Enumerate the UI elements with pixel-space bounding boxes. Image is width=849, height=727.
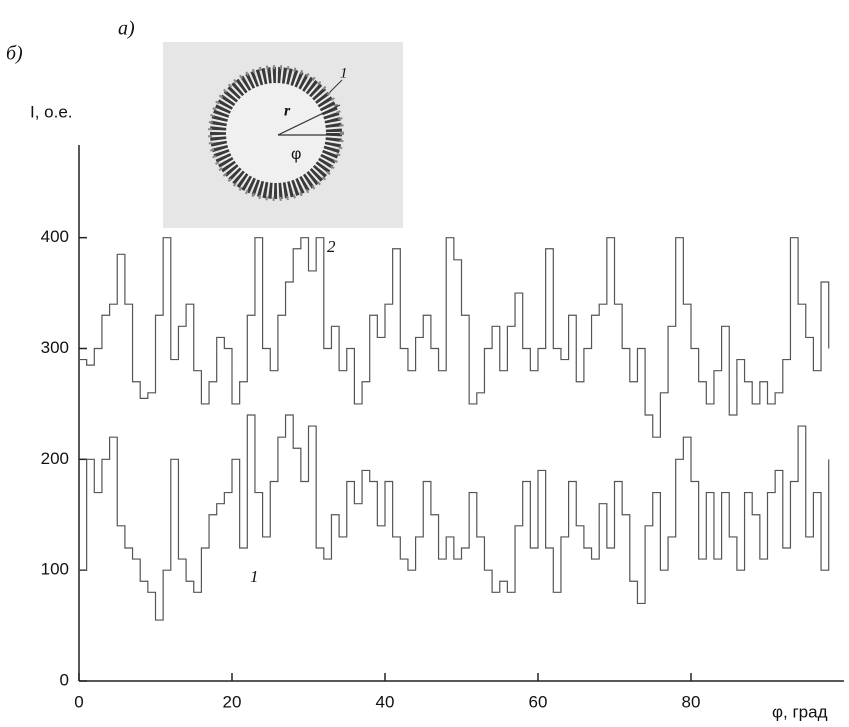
y-axis-label: I, о.е. <box>30 102 73 121</box>
radius-line <box>277 104 341 136</box>
ring-halo <box>208 65 344 201</box>
inset: 1 r φ <box>163 42 403 228</box>
ring <box>210 67 342 199</box>
x-tick-label: 40 <box>376 692 395 711</box>
series-line <box>79 237 830 438</box>
curve-label: 1 <box>250 567 259 586</box>
y-tick-label: 400 <box>41 227 69 246</box>
x-axis-label: φ, град <box>772 702 828 721</box>
series-line <box>79 414 830 621</box>
x-tick-label: 60 <box>529 692 548 711</box>
y-tick-label: 300 <box>41 338 69 357</box>
curve-label: 2 <box>327 237 336 256</box>
y-tick-label: 0 <box>60 670 69 689</box>
panel-label: б) <box>6 43 23 65</box>
inset-label: r <box>284 103 291 120</box>
panel-label: а) <box>118 18 135 40</box>
inset-label: 1 <box>340 65 348 81</box>
leader-line <box>329 79 343 93</box>
y-tick-label: 100 <box>41 560 69 579</box>
inset-label: φ <box>291 146 301 163</box>
x-tick-label: 0 <box>74 692 83 711</box>
x-tick-label: 20 <box>223 692 242 711</box>
x-tick-label: 80 <box>682 692 701 711</box>
y-tick-label: 200 <box>41 449 69 468</box>
